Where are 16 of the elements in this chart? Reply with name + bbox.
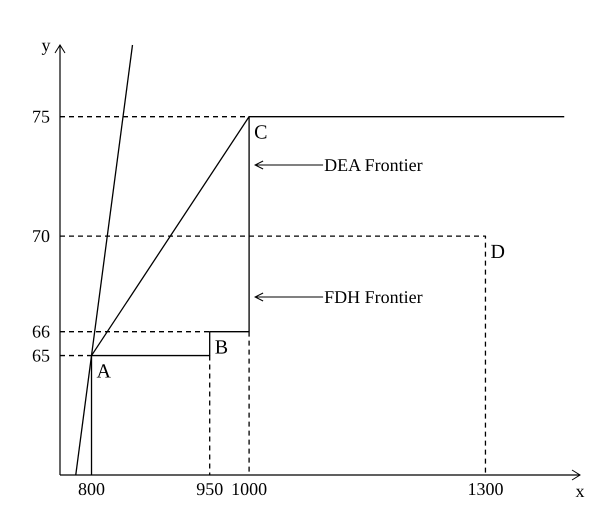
x-tick-label: 800 <box>78 479 106 499</box>
annotation: FDH Frontier <box>324 287 423 307</box>
x-tick-label: 1300 <box>467 479 504 499</box>
annotation: A <box>96 360 112 383</box>
x-tick-label: 1000 <box>231 479 268 499</box>
annotation: DEA Frontier <box>324 155 423 175</box>
y-tick-label: 70 <box>32 226 50 246</box>
y-axis-title: y <box>42 35 50 55</box>
y-tick-label: 66 <box>32 322 50 342</box>
x-tick-label: 950 <box>196 479 224 499</box>
y-tick-label: 65 <box>32 346 50 366</box>
annotation: B <box>214 336 228 359</box>
x-axis-title: x <box>576 481 584 501</box>
annotation: D <box>490 241 505 264</box>
annotation: C <box>254 122 268 144</box>
y-tick-label: 75 <box>32 106 50 127</box>
